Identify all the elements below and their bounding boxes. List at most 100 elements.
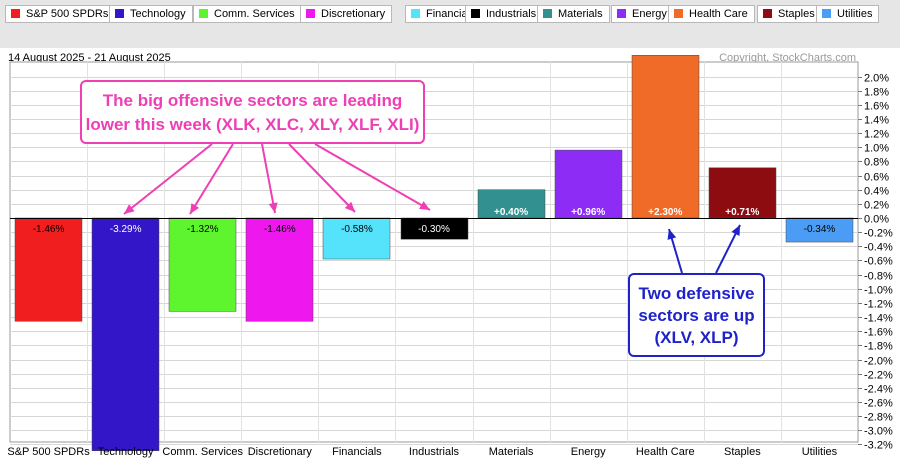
x-tick-label: S&P 500 SPDRs xyxy=(7,446,90,458)
legend-label: S&P 500 SPDRs xyxy=(26,8,109,20)
y-tick-label: 1.6% xyxy=(864,101,889,113)
legend-swatch xyxy=(306,9,315,18)
bar xyxy=(245,217,314,322)
legend-item[interactable]: Health Care xyxy=(668,5,755,23)
bar xyxy=(91,217,160,452)
offensive-arrow-head xyxy=(124,204,135,214)
y-tick-label: -3.2% xyxy=(864,440,893,452)
x-tick-label: Discretionary xyxy=(248,446,313,458)
legend-label: Staples xyxy=(778,8,815,20)
defensive-callout-line-3: (XLV, XLP) xyxy=(654,328,739,347)
y-tick-label: 0.8% xyxy=(864,157,889,169)
y-tick-label: -1.0% xyxy=(864,285,893,297)
y-tick-label: -0.8% xyxy=(864,271,893,283)
offensive-arrow xyxy=(189,143,234,215)
y-tick-label: -1.2% xyxy=(864,299,893,311)
legend-label: Financials xyxy=(426,8,476,20)
y-tick-label: -2.2% xyxy=(864,370,893,382)
bar xyxy=(322,217,391,260)
x-tick-label: Industrials xyxy=(409,446,460,458)
offensive-arrow-head xyxy=(344,201,355,212)
y-tick-label: -2.6% xyxy=(864,398,893,410)
defensive-sectors-callout: Two defensive sectors are up (XLV, XLP) xyxy=(628,273,765,357)
legend-swatch xyxy=(674,9,683,18)
y-tick-label: 0.6% xyxy=(864,172,889,184)
offensive-arrow xyxy=(123,143,213,215)
y-tick-label: 0.4% xyxy=(864,186,889,198)
legend-swatch xyxy=(763,9,772,18)
offensive-arrow xyxy=(288,143,356,213)
copyright-notice: Copyright, StockCharts.com xyxy=(719,52,856,64)
legend-label: Utilities xyxy=(837,8,873,20)
offensive-arrow-head xyxy=(419,201,430,210)
legend-label: Technology xyxy=(130,8,186,20)
data-label: -3.29% xyxy=(110,224,142,235)
x-tick-label: Materials xyxy=(489,446,534,458)
data-label: -0.30% xyxy=(418,224,450,235)
legend-swatch xyxy=(11,9,20,18)
offensive-arrow-head xyxy=(190,203,200,214)
x-tick-label: Staples xyxy=(724,446,761,458)
y-tick-label: -2.8% xyxy=(864,412,893,424)
legend-label: Industrials xyxy=(486,8,537,20)
legend-swatch xyxy=(617,9,626,18)
legend-item[interactable]: Staples xyxy=(757,5,822,23)
bar xyxy=(554,149,623,219)
legend-item[interactable]: Technology xyxy=(109,5,193,23)
bar xyxy=(785,217,854,243)
legend-swatch xyxy=(822,9,831,18)
legend-label: Energy xyxy=(632,8,667,20)
y-tick-label: 1.2% xyxy=(864,129,889,141)
offensive-arrow xyxy=(314,143,431,211)
legend-item[interactable]: Utilities xyxy=(816,5,880,23)
legend-item[interactable]: Materials xyxy=(537,5,610,23)
y-tick-label: -1.4% xyxy=(864,313,893,325)
defensive-callout-line-2: sectors are up xyxy=(638,306,755,325)
legend-item[interactable]: Discretionary xyxy=(300,5,393,23)
data-label: -0.34% xyxy=(804,224,836,235)
bar xyxy=(168,217,237,312)
y-tick-label: -1.8% xyxy=(864,341,893,353)
offensive-arrow xyxy=(261,143,276,214)
legend-item[interactable]: Energy xyxy=(611,5,674,23)
legend-label: Discretionary xyxy=(321,8,386,20)
x-tick-label: Technology xyxy=(98,446,154,458)
legend-swatch xyxy=(543,9,552,18)
legend-item[interactable]: Financials xyxy=(405,5,483,23)
y-tick-label: 1.0% xyxy=(864,143,889,155)
y-tick-label: -1.6% xyxy=(864,327,893,339)
data-label: +0.96% xyxy=(571,207,605,218)
offensive-callout-line-1: The big offensive sectors are leading xyxy=(102,91,403,110)
defensive-arrow-head xyxy=(667,229,677,240)
y-tick-label: -0.2% xyxy=(864,228,893,240)
data-label: -0.58% xyxy=(341,224,373,235)
legend-swatch xyxy=(199,9,208,18)
x-tick-label: Health Care xyxy=(636,446,695,458)
data-label: -1.32% xyxy=(187,224,219,235)
y-tick-label: -2.0% xyxy=(864,356,893,368)
y-tick-label: 0.2% xyxy=(864,200,889,212)
legend-swatch xyxy=(411,9,420,18)
legend-swatch xyxy=(471,9,480,18)
x-tick-label: Comm. Services xyxy=(162,446,243,458)
y-tick-label: -0.6% xyxy=(864,256,893,268)
legend: S&P 500 SPDRs Technology Comm. Services Dis… xyxy=(0,0,900,48)
offensive-callout-line-2: lower this week (XLK, XLC, XLY, XLF, XLI… xyxy=(85,115,420,134)
legend-swatch xyxy=(115,9,124,18)
y-tick-label: 1.4% xyxy=(864,115,889,127)
defensive-arrow-head xyxy=(731,225,740,236)
y-tick-label: 2.0% xyxy=(864,73,889,85)
data-label: +0.40% xyxy=(494,207,528,218)
legend-label: Health Care xyxy=(689,8,748,20)
bar xyxy=(477,189,546,219)
x-tick-label: Energy xyxy=(571,446,606,458)
defensive-callout-line-1: Two defensive xyxy=(638,284,755,303)
data-label: +0.71% xyxy=(725,207,759,218)
y-tick-label: -3.0% xyxy=(864,426,893,438)
legend-item[interactable]: Comm. Services xyxy=(193,5,302,23)
date-range: 14 August 2025 - 21 August 2025 xyxy=(8,52,171,64)
bar xyxy=(631,55,700,219)
offensive-arrow-head xyxy=(268,202,278,213)
legend-label: Materials xyxy=(558,8,603,20)
